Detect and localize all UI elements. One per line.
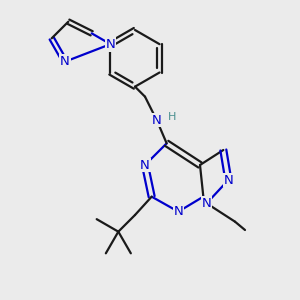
Text: N: N — [173, 205, 183, 218]
Text: H: H — [167, 112, 176, 122]
Text: N: N — [224, 173, 233, 187]
Text: N: N — [106, 38, 115, 51]
Text: N: N — [60, 55, 70, 68]
Text: N: N — [140, 158, 150, 172]
Text: N: N — [152, 113, 161, 127]
Text: N: N — [202, 197, 211, 210]
